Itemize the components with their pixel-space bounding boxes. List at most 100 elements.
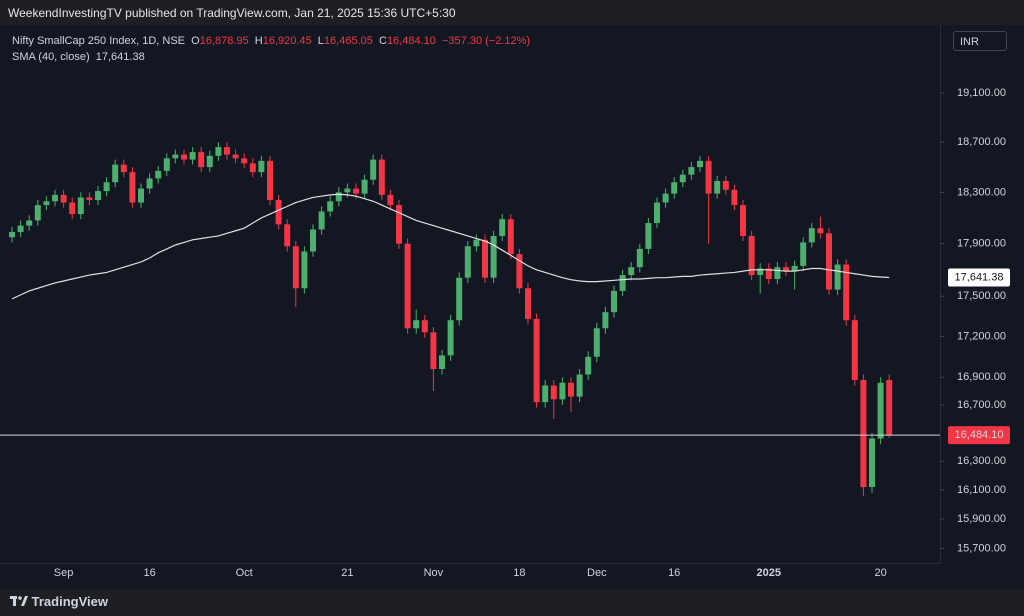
ohlc-key: H bbox=[254, 35, 263, 47]
brand-logo bbox=[10, 596, 28, 606]
candle-body bbox=[327, 201, 334, 212]
candle-body bbox=[155, 170, 162, 179]
candle-body bbox=[783, 267, 789, 272]
candle-body bbox=[69, 202, 76, 215]
candle-body bbox=[60, 194, 67, 203]
candle-body bbox=[26, 220, 33, 226]
candle-body bbox=[662, 193, 669, 203]
x-tick-label: Nov bbox=[424, 567, 444, 579]
ohlc-value: 16,484.10 bbox=[386, 35, 436, 47]
y-tick-label: 17,200.00 bbox=[957, 330, 1006, 342]
sma-price-box bbox=[948, 268, 1010, 287]
currency-button[interactable]: INR bbox=[953, 31, 1007, 51]
candle-body bbox=[679, 174, 686, 183]
candle-body bbox=[525, 288, 531, 319]
ohlc-value: 16,465.05 bbox=[323, 35, 373, 47]
y-tick-label: 15,900.00 bbox=[957, 513, 1006, 525]
candle-body bbox=[774, 267, 781, 280]
candle-body bbox=[353, 188, 359, 194]
candle-body bbox=[17, 225, 24, 233]
x-tick-label: 2025 bbox=[757, 567, 781, 579]
candle-body bbox=[206, 155, 213, 168]
candle-body bbox=[146, 178, 153, 189]
candle-body bbox=[611, 290, 617, 313]
x-tick-label: 16 bbox=[143, 567, 155, 579]
sma-name: SMA (40, close) bbox=[12, 51, 90, 63]
candle-body bbox=[851, 320, 858, 381]
candle-body bbox=[834, 264, 841, 290]
candle-body bbox=[568, 382, 574, 397]
candle-body bbox=[249, 163, 256, 173]
candle-body bbox=[215, 147, 222, 156]
candle-body bbox=[103, 182, 110, 192]
candle-body bbox=[645, 223, 652, 249]
candle-body bbox=[413, 320, 420, 329]
candle-body bbox=[559, 382, 566, 400]
x-tick-label: 16 bbox=[668, 567, 680, 579]
candle-body bbox=[112, 164, 119, 183]
y-tick-label: 17,500.00 bbox=[957, 290, 1006, 302]
candle-body bbox=[464, 246, 471, 278]
candle-body bbox=[198, 152, 205, 168]
candle-body bbox=[258, 160, 265, 173]
candle-body bbox=[378, 159, 385, 195]
candle-body bbox=[310, 229, 316, 252]
brand-name: TradingView bbox=[31, 594, 108, 609]
candle-body bbox=[628, 267, 635, 276]
candle-body bbox=[430, 332, 437, 370]
candle-body bbox=[9, 232, 15, 238]
candle-body bbox=[163, 158, 170, 171]
candle-body bbox=[877, 382, 884, 439]
y-tick-label: 17,900.00 bbox=[957, 238, 1006, 250]
candle-body bbox=[284, 224, 291, 247]
candle-body bbox=[301, 251, 308, 289]
candle-body bbox=[499, 219, 506, 236]
candle-body bbox=[138, 188, 144, 203]
y-tick-label: 18,700.00 bbox=[957, 136, 1006, 148]
candle-body bbox=[576, 374, 583, 397]
candle-body bbox=[52, 194, 58, 202]
candle-body bbox=[421, 320, 428, 333]
candle-body bbox=[593, 328, 600, 357]
x-tick-label: 20 bbox=[874, 567, 886, 579]
candle-body bbox=[387, 194, 394, 206]
ohlc-change: −357.30 (−2.12%) bbox=[442, 35, 531, 47]
candle-body bbox=[800, 242, 807, 266]
candle-body bbox=[817, 228, 824, 234]
candle-body bbox=[181, 154, 187, 160]
last-price-box bbox=[948, 426, 1010, 445]
candle-body bbox=[740, 205, 746, 236]
candle-body bbox=[292, 246, 299, 289]
candle-body bbox=[344, 188, 351, 193]
candle-body bbox=[671, 182, 678, 194]
chart: 19,100.00 18,700.00 18,300.00 17,900.00 17,5… bbox=[0, 25, 1024, 590]
candle-body bbox=[224, 147, 230, 155]
candle-body bbox=[869, 438, 875, 488]
candle-body bbox=[77, 197, 84, 215]
candle-body bbox=[808, 228, 815, 243]
candle-body bbox=[267, 160, 273, 200]
candle-body bbox=[705, 160, 712, 194]
candle-body bbox=[396, 205, 402, 244]
legend-row: Nifty SmallCap 250 Index, 1D, NSE O16,87… bbox=[12, 33, 530, 49]
candle-body bbox=[361, 179, 368, 194]
candle-body bbox=[129, 172, 136, 203]
candle-body bbox=[404, 243, 411, 329]
x-tick-label: Dec bbox=[587, 567, 607, 579]
candle-body bbox=[826, 233, 832, 290]
attribution: WeekendInvestingTV published on TradingV… bbox=[8, 6, 456, 20]
candle-body bbox=[120, 164, 127, 173]
candle-body bbox=[542, 385, 549, 403]
candle-body bbox=[172, 154, 179, 159]
candle-body bbox=[550, 385, 557, 400]
candle-body bbox=[439, 355, 445, 370]
candle-body bbox=[318, 211, 325, 230]
candle-body bbox=[34, 205, 41, 221]
last-price-label: 16,484.10 bbox=[955, 429, 1004, 441]
candle-body bbox=[843, 264, 850, 321]
candle-body bbox=[275, 199, 282, 225]
candle-body bbox=[95, 191, 101, 200]
ohlc-value: 16,920.45 bbox=[262, 35, 312, 47]
candle-body bbox=[860, 380, 867, 488]
candle-body bbox=[585, 356, 592, 375]
